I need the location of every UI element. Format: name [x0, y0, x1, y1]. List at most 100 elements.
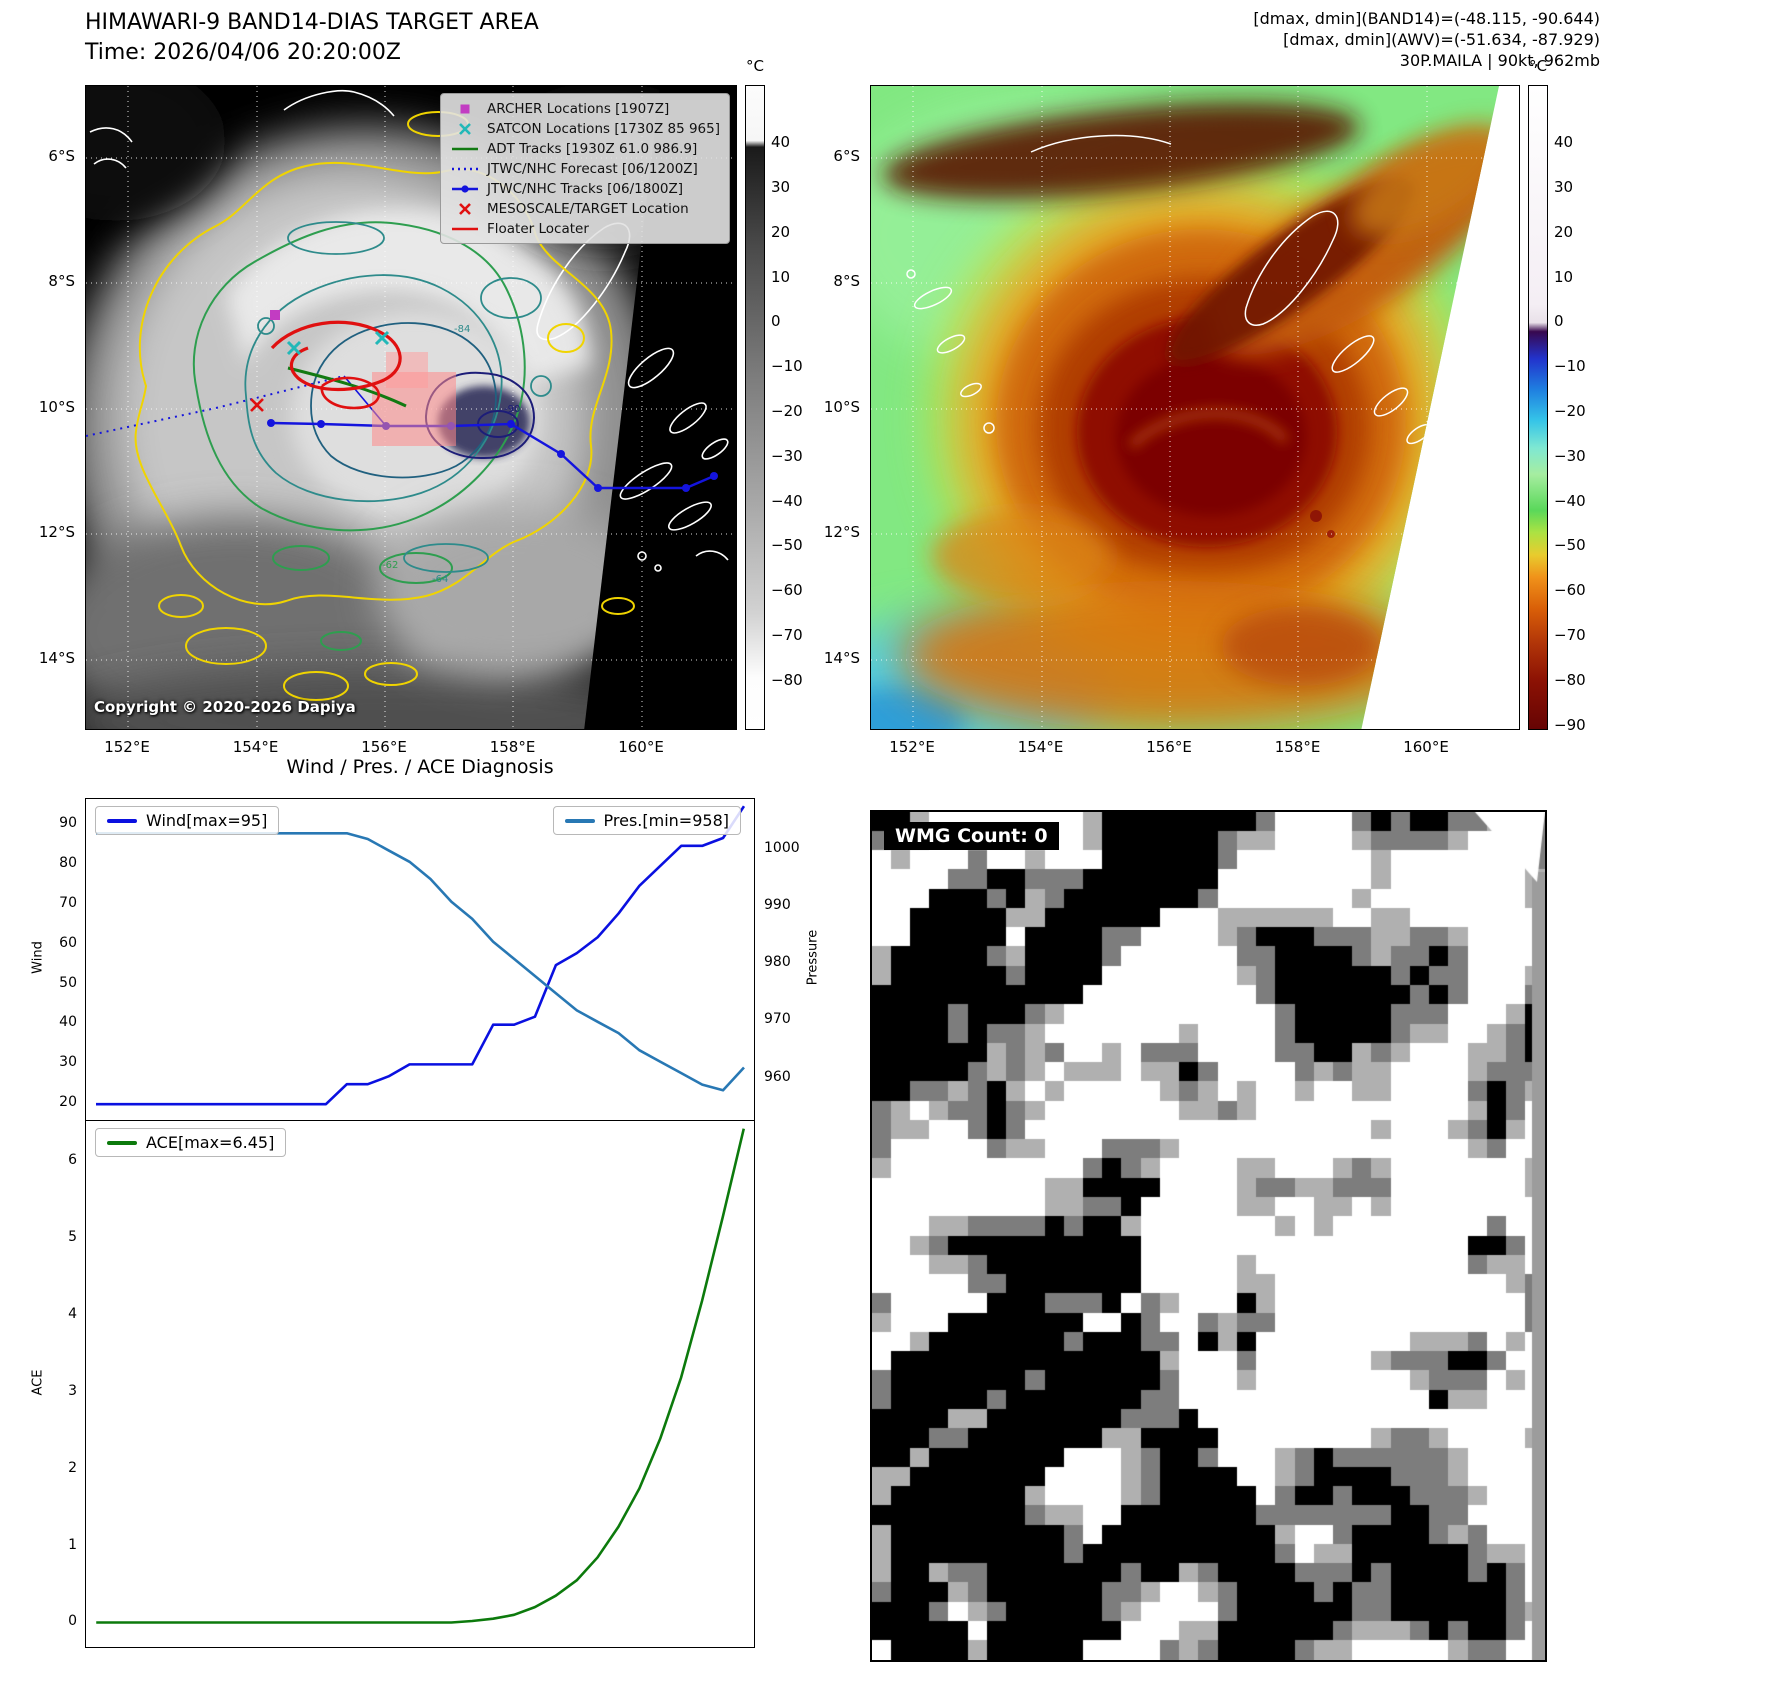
colorbar-tick-label: −10: [1554, 357, 1586, 376]
legend-item: JTWC/NHC Forecast [06/1200Z]: [450, 159, 720, 178]
y-tick-label: 10°S: [38, 397, 75, 416]
square-marker-icon: [460, 104, 470, 113]
mesoscale-area-box: [386, 352, 428, 388]
y-tick-label: 960: [764, 1068, 791, 1085]
colorbar-tick-label: −10: [771, 357, 803, 376]
copyright-text: Copyright © 2020-2026 Dapiya: [94, 698, 356, 716]
y-tick-label: 30: [59, 1054, 77, 1071]
legend-item-label: ADT Tracks [1930Z 61.0 986.9]: [487, 140, 698, 157]
y-tick-label: 14°S: [38, 648, 75, 667]
ace-chart: [85, 1120, 755, 1648]
y-tick-label: 70: [59, 894, 77, 911]
contour-value-label: -84: [454, 324, 470, 335]
x-tick-label: 160°E: [618, 738, 664, 756]
awv-satellite-image: [871, 86, 1519, 729]
x-tick-label: 154°E: [232, 738, 279, 756]
colorbar-tick-label: −70: [771, 625, 803, 644]
band14-map: -84 -64 -62 -90 ARCHER Locations [1907Z]…: [85, 85, 737, 730]
y-tick-label: 40: [59, 1014, 77, 1031]
colorbar-tick-label: 0: [1554, 312, 1564, 331]
legend-item: SATCON Locations [1730Z 85 965]: [450, 119, 720, 138]
legend-item-label: MESOSCALE/TARGET Location: [487, 200, 689, 217]
y-tick-label: 90: [59, 815, 77, 832]
legend-item-label: JTWC/NHC Tracks [06/1800Z]: [487, 180, 684, 197]
contour-value-label: -62: [382, 560, 398, 571]
y-tick-label: 3: [68, 1382, 77, 1399]
wmg-count-label: WMG Count: 0: [884, 822, 1059, 850]
coastline-layer: [89, 90, 729, 572]
colorbar-tick-label: −80: [771, 670, 803, 689]
wind-pressure-chart-left-axis-label: Wind: [30, 941, 46, 974]
wind-pressure-chart-right-axis-label: Pressure: [805, 929, 821, 986]
colorbar-tick-label: −80: [1554, 670, 1586, 689]
wind-legend-label: Wind[max=95]: [146, 811, 268, 830]
colorbar-tick-label: −20: [1554, 401, 1586, 420]
colorbar-tick-label: −90: [1554, 715, 1586, 734]
legend-item: MESOSCALE/TARGET Location: [450, 199, 720, 218]
archer-square-icon: [270, 310, 280, 320]
y-tick-label: 50: [59, 974, 77, 991]
ace-legend-label: ACE[max=6.45]: [146, 1133, 275, 1152]
pressure-series-line: [96, 831, 745, 1092]
line-marker-icon: [452, 227, 478, 230]
legend-item-label: JTWC/NHC Forecast [06/1200Z]: [487, 160, 698, 177]
colorbar-unit-label: °C: [1529, 57, 1547, 75]
wind-pressure-chart: [85, 798, 755, 1120]
satcon-x-icon: [286, 340, 302, 356]
y-tick-label: 1: [68, 1536, 77, 1553]
legend-item-label: Floater Locater: [487, 220, 589, 237]
x-tick-label: 152°E: [104, 738, 150, 756]
band14-satellite-image: -84 -64 -62 -90: [86, 86, 736, 729]
x-marker-icon: [459, 202, 471, 215]
y-tick-label: 14°S: [823, 648, 860, 667]
x-marker-icon: [459, 122, 471, 135]
colorbar-tick-label: −30: [1554, 446, 1586, 465]
contour-layer: [134, 111, 635, 701]
y-tick-label: 80: [59, 854, 77, 871]
band14-map-legend: ARCHER Locations [1907Z] SATCON Locations…: [440, 93, 730, 244]
pressure-legend-label: Pres.[min=958]: [603, 811, 729, 830]
legend-item: ARCHER Locations [1907Z]: [450, 99, 720, 118]
pressure-legend-line-icon: [564, 818, 595, 823]
colorbar-tick-label: 40: [771, 133, 791, 152]
colorbar-tick-label: −30: [771, 446, 803, 465]
satcon-x-icon: [374, 330, 390, 346]
adt-track-line: [287, 366, 407, 408]
colorbar-unit-label: °C: [746, 57, 764, 75]
y-tick-label: 8°S: [833, 272, 860, 291]
ace-chart-plot: [96, 1128, 746, 1624]
colorbar-tick-label: −70: [1554, 625, 1586, 644]
y-tick-label: 8°S: [48, 272, 75, 291]
x-tick-label: 156°E: [361, 738, 407, 756]
colorbar-tick-label: 10: [771, 267, 791, 286]
colorbar-tick-label: −60: [1554, 581, 1586, 600]
colorbar-tick-label: −40: [1554, 491, 1586, 510]
colorbar-tick-label: 10: [1554, 267, 1574, 286]
ace-legend: ACE[max=6.45]: [95, 1128, 287, 1157]
colorbar-tick-label: −50: [1554, 536, 1586, 555]
y-tick-label: 12°S: [38, 523, 75, 542]
line-dot-marker-icon: [452, 184, 478, 193]
storm-info-block: [dmax, dmin](BAND14)=(-48.115, -90.644) …: [1253, 8, 1600, 71]
x-tick-label: 156°E: [1146, 738, 1192, 756]
y-tick-label: 6: [68, 1152, 77, 1169]
coastline-layer: [906, 134, 1432, 445]
colorbar-tick-label: −60: [771, 581, 803, 600]
track-layer: [86, 310, 718, 492]
wmg-panel: WMG Count: 0: [870, 810, 1547, 1662]
colorbar-tick-label: 30: [771, 178, 791, 197]
ace-legend-line-icon: [107, 1140, 137, 1145]
legend-item: Floater Locater: [450, 219, 720, 238]
x-tick-label: 152°E: [889, 738, 935, 756]
contour-value-label: -90: [504, 404, 520, 415]
y-tick-label: 0: [68, 1613, 77, 1630]
diagnosis-chart-title: Wind / Pres. / ACE Diagnosis: [286, 756, 554, 778]
legend-item: JTWC/NHC Tracks [06/1800Z]: [450, 179, 720, 198]
colorbar-tick-label: 20: [771, 222, 791, 241]
y-tick-label: 20: [59, 1094, 77, 1111]
x-tick-label: 158°E: [1274, 738, 1321, 756]
colorbar-tick-label: 30: [1554, 178, 1574, 197]
ace-chart-left-axis-label: ACE: [30, 1369, 46, 1396]
band14-title: HIMAWARI-9 BAND14-DIAS TARGET AREA: [85, 10, 539, 35]
